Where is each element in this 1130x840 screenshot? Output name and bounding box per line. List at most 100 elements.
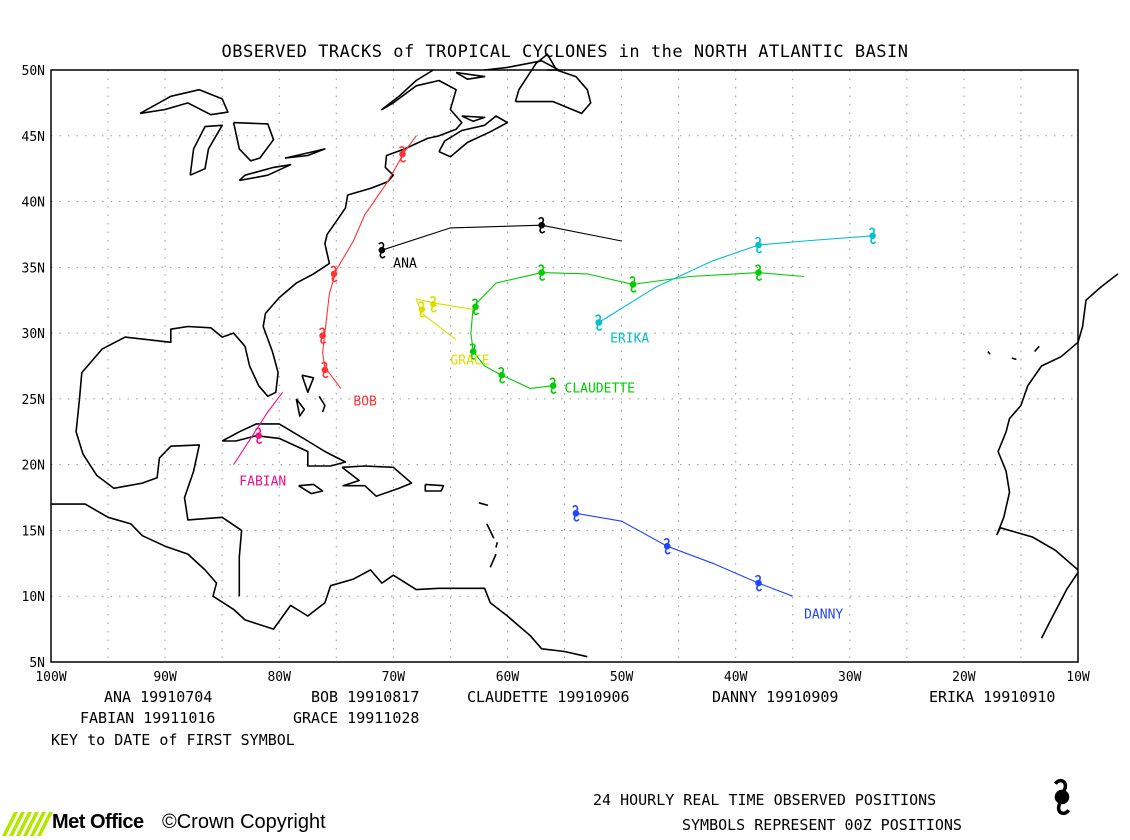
met-office-logo-text: Met Office xyxy=(52,811,144,833)
coastline xyxy=(495,542,498,548)
track-danny xyxy=(575,512,793,597)
cyclone-symbol-fabian xyxy=(255,427,263,444)
cyclone-symbol-claudette xyxy=(629,276,637,293)
lon-tick-label: 20W xyxy=(952,670,976,685)
cyclone-symbol-bob xyxy=(321,361,329,379)
storm-label-ana: ANA xyxy=(393,256,417,271)
logo-stripe xyxy=(30,812,46,836)
storm-label-claudette: CLAUDETTE xyxy=(565,381,635,396)
cyclone-symbol-erika xyxy=(754,236,763,254)
coastline xyxy=(489,553,497,568)
coastline xyxy=(424,483,445,492)
coastline xyxy=(514,53,592,115)
cyclone-symbol-ana xyxy=(378,241,386,259)
lon-tick-label: 70W xyxy=(382,670,406,685)
cyclone-symbol-claudette xyxy=(471,298,480,316)
coastline xyxy=(232,121,275,162)
map-frame xyxy=(50,69,1079,663)
cyclone-symbol-grace xyxy=(418,301,426,318)
logo-stripe xyxy=(23,812,39,836)
key-bob: BOB 19910817 xyxy=(311,688,420,706)
storm-label-grace: GRACE xyxy=(450,354,489,369)
cyclone-symbol-grace xyxy=(429,295,437,313)
track-bob xyxy=(322,135,417,389)
lat-lon-grid xyxy=(51,70,1078,662)
key-grace: GRACE 19911028 xyxy=(293,709,420,727)
storm-label-danny: DANNY xyxy=(804,608,843,623)
storm-label-erika: ERIKA xyxy=(610,331,649,346)
key-caption: KEY to DATE of FIRST SYMBOL xyxy=(51,731,295,749)
track-ana xyxy=(381,224,622,251)
track-fabian xyxy=(233,391,284,465)
lon-tick-label: 30W xyxy=(838,670,862,685)
lat-tick-label: 25N xyxy=(22,393,45,408)
coastline xyxy=(295,398,306,417)
coastline xyxy=(189,124,223,176)
cyclone-symbol-bob xyxy=(318,327,327,344)
coastline xyxy=(51,503,588,658)
cyclone-symbol-ana xyxy=(538,216,546,234)
coastline xyxy=(987,350,991,355)
map-title: OBSERVED TRACKS of TROPICAL CYCLONES in … xyxy=(221,42,909,62)
key-erika: ERIKA 19910910 xyxy=(929,688,1056,706)
cyclone-legend-symbol xyxy=(1053,778,1071,816)
cyclone-symbol-legend-icon xyxy=(1053,778,1071,816)
lon-tick-label: 40W xyxy=(724,670,748,685)
track-grace xyxy=(415,298,474,341)
key-ana: ANA 19910704 xyxy=(104,688,213,706)
logo-stripe xyxy=(37,812,53,836)
coastline xyxy=(438,115,509,158)
key-danny: DANNY 19910909 xyxy=(712,688,839,706)
cyclone-symbol-bob xyxy=(398,145,407,163)
lat-tick-label: 20N xyxy=(22,459,45,474)
coastline xyxy=(1040,572,1079,639)
cyclone-symbol-claudette xyxy=(549,377,557,394)
logo-stripe xyxy=(9,812,25,836)
coastline xyxy=(1034,345,1040,353)
axis-labels: 100W 90W 80W 70W 60W 50W 40W 30W 20W 10W 50N 45N 40N… xyxy=(22,64,1090,685)
lon-tick-label: 50W xyxy=(610,670,634,685)
logo-stripe xyxy=(16,812,32,836)
coastline xyxy=(455,71,486,80)
lat-tick-label: 35N xyxy=(22,261,45,276)
coastline xyxy=(221,423,347,467)
cyclone-symbol-erika xyxy=(595,314,603,331)
coastline xyxy=(139,88,229,116)
lon-tick-label: 60W xyxy=(496,670,520,685)
lat-tick-label: 5N xyxy=(29,656,45,671)
storm-label-fabian: FABIAN xyxy=(239,475,286,490)
coastline xyxy=(461,115,486,123)
coastline xyxy=(996,273,1119,571)
cyclone-symbol-danny xyxy=(572,505,580,522)
lon-tick-label: 100W xyxy=(35,670,66,685)
cyclone-symbol-erika xyxy=(868,227,877,245)
storm-tracks xyxy=(233,135,877,597)
storm-labels: ANA BOB CLAUDETTE DANNY ERIKA FABIAN GRACE xyxy=(239,256,843,622)
logo-stripe xyxy=(2,812,18,836)
cyclone-symbol-claudette xyxy=(754,264,763,281)
cyclone-symbol-claudette xyxy=(469,343,477,360)
cyclone-symbol-claudette xyxy=(498,366,506,384)
coastlines xyxy=(51,53,1119,658)
key-claudette: CLAUDETTE 19910906 xyxy=(467,688,630,706)
cyclone-symbol-bob xyxy=(330,265,338,283)
coastline xyxy=(341,465,413,497)
coastline xyxy=(318,395,326,413)
lat-tick-label: 15N xyxy=(22,524,45,539)
lon-tick-label: 80W xyxy=(267,670,291,685)
lon-tick-label: 90W xyxy=(153,670,177,685)
track-erika xyxy=(598,235,873,324)
cyclone-symbol-danny xyxy=(663,537,671,555)
cyclone-symbol-danny xyxy=(754,574,763,592)
lat-tick-label: 30N xyxy=(22,327,45,342)
coastline xyxy=(484,60,560,71)
lat-tick-label: 40N xyxy=(22,196,45,211)
coastline xyxy=(478,502,489,507)
coastline xyxy=(75,69,463,597)
coastline xyxy=(238,163,292,182)
met-office-logo-icon xyxy=(2,812,53,836)
lon-tick-label: 10W xyxy=(1066,670,1090,685)
coastline xyxy=(486,523,495,539)
cyclone-symbol-claudette xyxy=(538,264,546,281)
positions-note: 24 HOURLY REAL TIME OBSERVED POSITIONS xyxy=(593,791,937,809)
